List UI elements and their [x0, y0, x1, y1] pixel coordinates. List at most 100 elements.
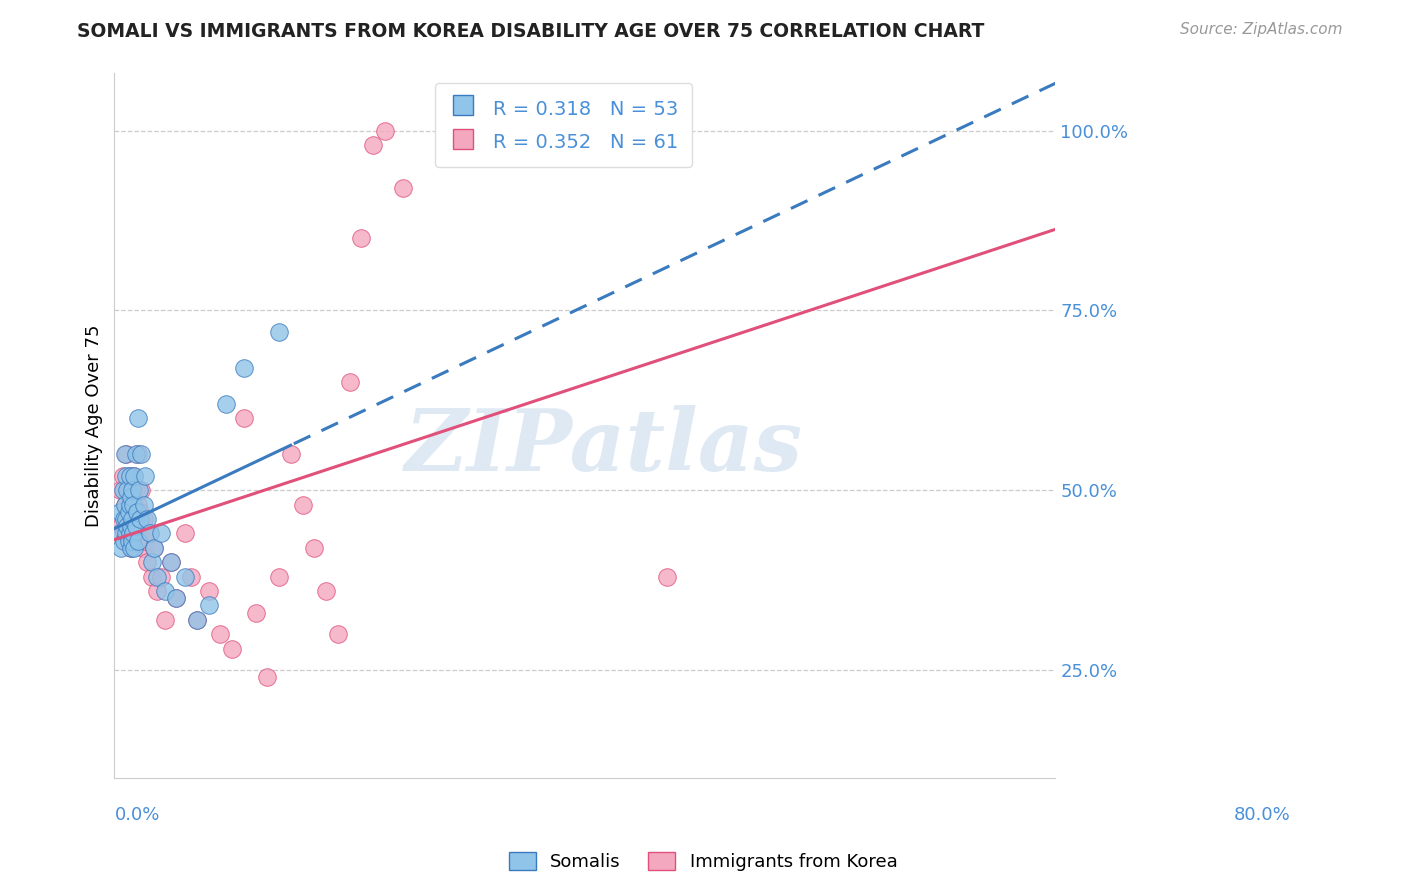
Point — [127, 447, 149, 461]
Point — [124, 512, 146, 526]
Point — [165, 591, 187, 606]
Point — [145, 569, 167, 583]
Point — [267, 325, 290, 339]
Point — [121, 512, 143, 526]
Point — [256, 670, 278, 684]
Point — [132, 498, 155, 512]
Point — [150, 526, 173, 541]
Point — [361, 137, 384, 152]
Point — [114, 498, 136, 512]
Legend: R = 0.318   N = 53, R = 0.352   N = 61: R = 0.318 N = 53, R = 0.352 N = 61 — [434, 83, 692, 167]
Point — [209, 627, 232, 641]
Point — [232, 360, 254, 375]
Point — [127, 498, 149, 512]
Point — [129, 505, 152, 519]
Legend: Somalis, Immigrants from Korea: Somalis, Immigrants from Korea — [502, 845, 904, 879]
Point — [245, 606, 267, 620]
Point — [145, 584, 167, 599]
Point — [129, 512, 152, 526]
Point — [118, 468, 141, 483]
Text: SOMALI VS IMMIGRANTS FROM KOREA DISABILITY AGE OVER 75 CORRELATION CHART: SOMALI VS IMMIGRANTS FROM KOREA DISABILI… — [77, 22, 984, 41]
Point — [128, 526, 150, 541]
Point — [111, 483, 134, 498]
Point — [127, 533, 149, 548]
Point — [121, 533, 143, 548]
Point — [141, 555, 163, 569]
Point — [160, 555, 183, 569]
Point — [120, 541, 142, 555]
Text: ZIPatlas: ZIPatlas — [405, 405, 803, 489]
Point — [110, 541, 132, 555]
Point — [124, 468, 146, 483]
Point — [121, 519, 143, 533]
Point — [197, 599, 219, 613]
Point — [131, 541, 153, 555]
Point — [186, 613, 208, 627]
Point — [114, 447, 136, 461]
Point — [197, 584, 219, 599]
Point — [127, 411, 149, 425]
Point — [115, 526, 138, 541]
Point — [221, 641, 243, 656]
Point — [131, 447, 153, 461]
Point — [215, 397, 238, 411]
Point — [110, 526, 132, 541]
Text: 80.0%: 80.0% — [1234, 806, 1291, 824]
Point — [124, 541, 146, 555]
Point — [110, 483, 132, 498]
Point — [122, 533, 145, 548]
Point — [121, 483, 143, 498]
Point — [141, 569, 163, 583]
Point — [124, 519, 146, 533]
Point — [117, 483, 139, 498]
Point — [111, 468, 134, 483]
Point — [134, 533, 156, 548]
Point — [132, 512, 155, 526]
Point — [143, 541, 166, 555]
Point — [124, 468, 146, 483]
Point — [118, 468, 141, 483]
Point — [112, 533, 135, 548]
Point — [165, 591, 187, 606]
Point — [326, 627, 349, 641]
Point — [232, 411, 254, 425]
Point — [267, 569, 290, 583]
Point — [121, 483, 143, 498]
Point — [150, 569, 173, 583]
Point — [117, 519, 139, 533]
Point — [112, 512, 135, 526]
Text: 0.0%: 0.0% — [114, 806, 160, 824]
Point — [138, 526, 160, 541]
Point — [280, 447, 302, 461]
Point — [118, 498, 141, 512]
Text: Source: ZipAtlas.com: Source: ZipAtlas.com — [1180, 22, 1343, 37]
Point — [117, 533, 139, 548]
Point — [124, 526, 146, 541]
Point — [339, 376, 361, 390]
Point — [153, 613, 176, 627]
Point — [122, 505, 145, 519]
Point — [131, 483, 153, 498]
Point — [174, 569, 197, 583]
Point — [117, 505, 139, 519]
Point — [391, 181, 413, 195]
Y-axis label: Disability Age Over 75: Disability Age Over 75 — [86, 325, 103, 527]
Point — [124, 447, 146, 461]
Point — [125, 533, 148, 548]
Point — [134, 468, 156, 483]
Point — [120, 519, 142, 533]
Point — [110, 519, 132, 533]
Point — [115, 468, 138, 483]
Point — [315, 584, 337, 599]
Point — [118, 526, 141, 541]
Point — [114, 498, 136, 512]
Point — [124, 483, 146, 498]
Point — [138, 526, 160, 541]
Point — [186, 613, 208, 627]
Point — [115, 447, 138, 461]
Point — [304, 541, 326, 555]
Point — [117, 483, 139, 498]
Point — [125, 505, 148, 519]
Point — [117, 533, 139, 548]
Point — [117, 505, 139, 519]
